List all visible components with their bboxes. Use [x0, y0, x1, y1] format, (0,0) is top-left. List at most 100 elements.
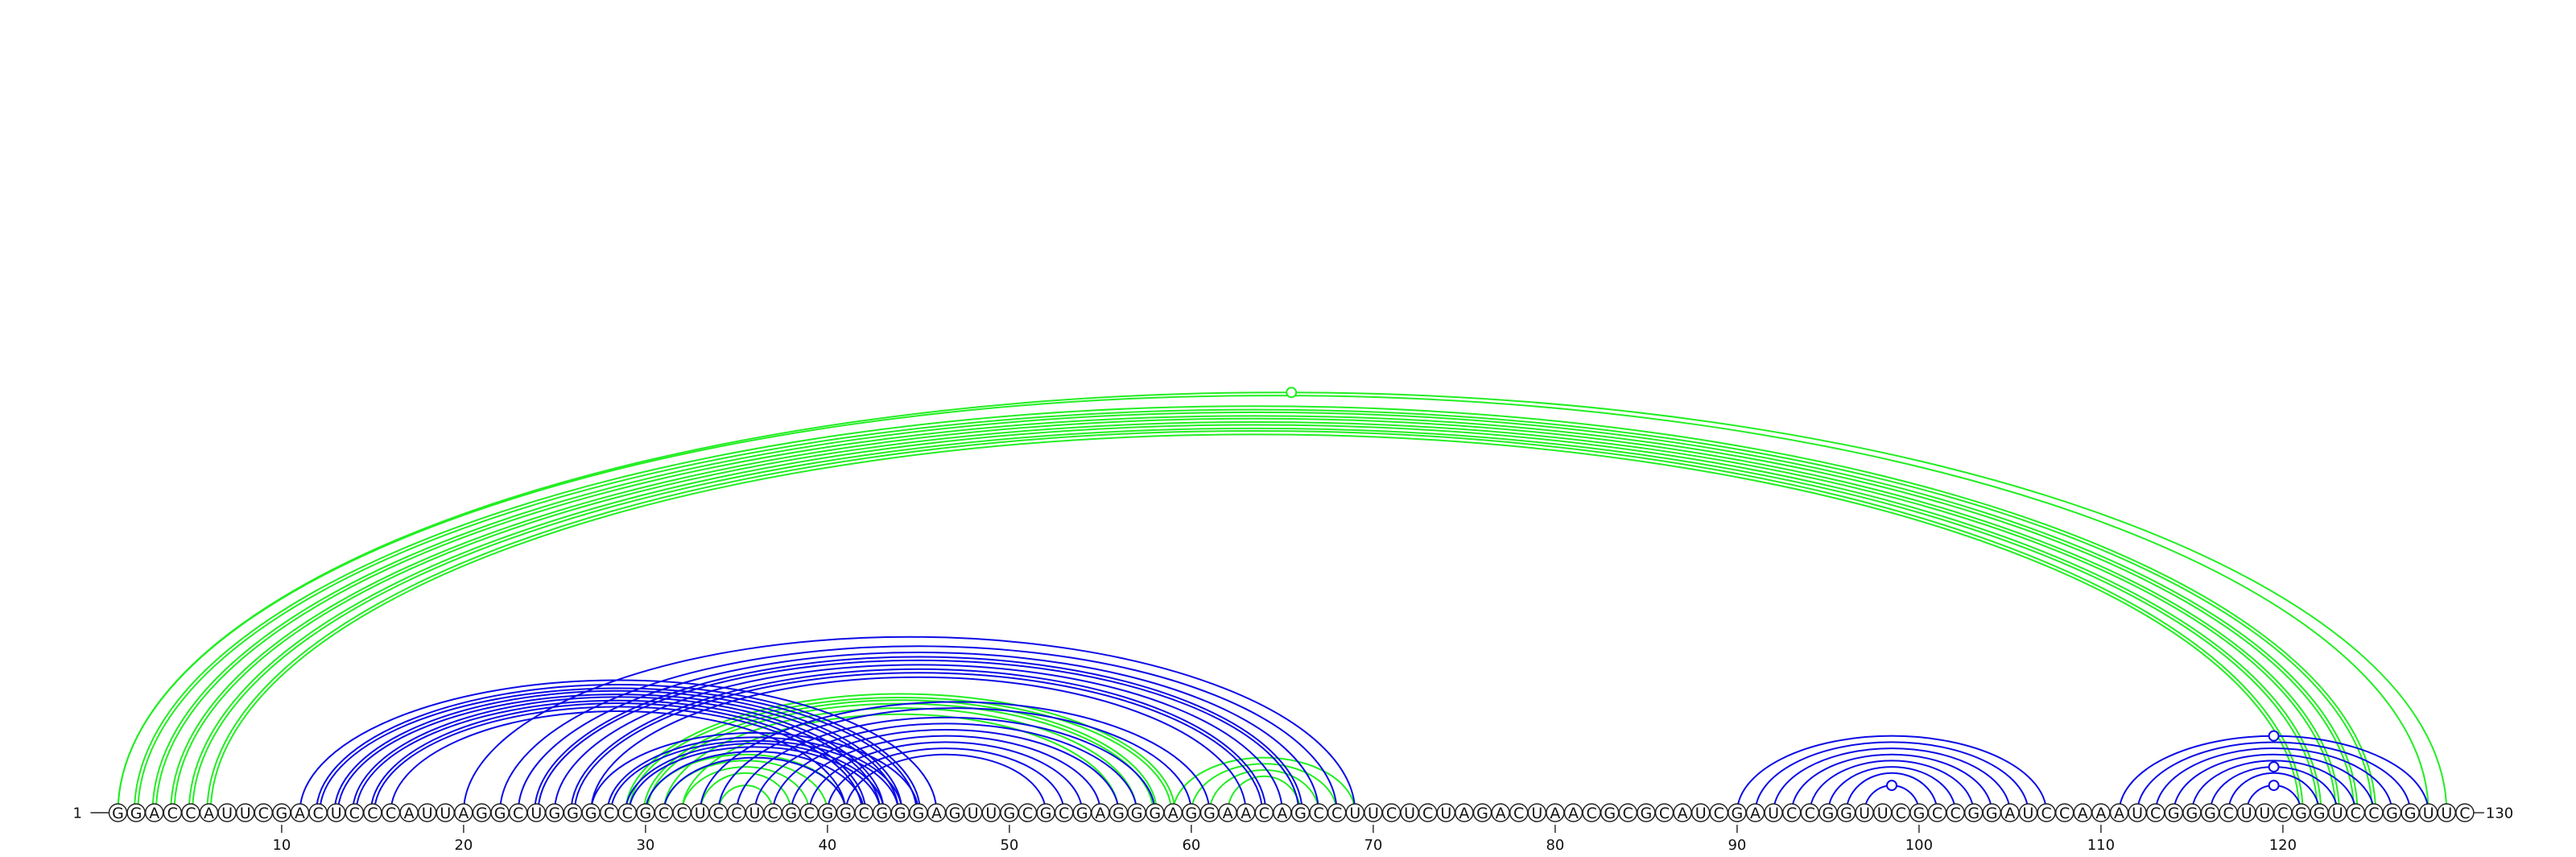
- green-base-pair-arc: [151, 411, 2359, 814]
- nucleotide-letter: A: [149, 805, 159, 822]
- nucleotide-letter: U: [1440, 805, 1451, 822]
- nucleotide: C: [617, 803, 638, 822]
- nucleotide-letter: C: [312, 805, 323, 822]
- green-base-pair-arc: [137, 408, 2373, 814]
- tick-label: 110: [2087, 837, 2115, 854]
- nucleotide: G: [1600, 803, 1620, 822]
- tick-label: 100: [1905, 837, 1933, 854]
- nucleotide: A: [2091, 803, 2111, 822]
- nucleotide: G: [1072, 803, 1092, 822]
- nucleotide-letter: C: [1331, 805, 1342, 822]
- arc-marker-circle: [2268, 780, 2280, 792]
- nucleotide: G: [581, 803, 601, 822]
- sequence-backbone: 1 130: [73, 805, 2514, 822]
- nucleotide-letter: C: [804, 805, 815, 822]
- nucleotide: G: [1818, 803, 1838, 822]
- nucleotide-letter: U: [2423, 805, 2434, 822]
- nucleotide-letter: U: [2023, 805, 2034, 822]
- nucleotide-letter: A: [2114, 805, 2124, 822]
- nucleotide: C: [1309, 803, 1328, 822]
- nucleotide-letter: G: [1641, 805, 1653, 822]
- nucleotide-letter: C: [658, 805, 669, 822]
- nucleotide-letter: U: [695, 805, 706, 822]
- nucleotide-letter: G: [2295, 805, 2307, 822]
- nucleotide-letter: C: [1386, 805, 1397, 822]
- nucleotide-letter: U: [968, 805, 979, 822]
- nucleotide: G: [1290, 803, 1311, 822]
- blue-base-pair-arc: [1773, 747, 2011, 814]
- nucleotide: A: [1273, 803, 1292, 822]
- nucleotide-letter: C: [513, 805, 523, 822]
- nucleotide: C: [2364, 803, 2384, 822]
- nucleotide-letter: C: [1932, 805, 1942, 822]
- nucleotide-letter: C: [1513, 805, 1524, 822]
- nucleotide: C: [1054, 803, 1074, 822]
- nucleotide: U: [1364, 803, 1383, 822]
- nucleotide: U: [2236, 803, 2256, 822]
- green-base-pair-arc: [117, 395, 2429, 814]
- nucleotide-letter: G: [1076, 805, 1088, 822]
- nucleotide-letter: U: [2132, 805, 2143, 822]
- blue-base-pair-arc: [553, 664, 1283, 814]
- nucleotide-letter: C: [1786, 805, 1797, 822]
- nucleotide: C: [2455, 803, 2475, 822]
- nucleotide-letter: G: [1732, 805, 1744, 822]
- green-base-pair-arc: [173, 421, 2337, 814]
- nucleotide: G: [126, 803, 146, 822]
- nucleotide: G: [272, 803, 291, 822]
- nucleotide: C: [2346, 803, 2366, 822]
- arc-marker-circle: [2268, 761, 2280, 773]
- nucleotide-letter: G: [822, 805, 834, 822]
- blue-base-pair-arc: [315, 684, 922, 814]
- nucleotide-letter: G: [1986, 805, 1998, 822]
- nucleotide: C: [2219, 803, 2238, 822]
- nucleotide: G: [1836, 803, 1856, 822]
- nucleotide-letter: C: [2459, 805, 2470, 822]
- nucleotide-letter: U: [240, 805, 251, 822]
- nucleotide: G: [818, 803, 837, 822]
- tick-label: 20: [454, 837, 473, 854]
- nucleotide: C: [2273, 803, 2293, 822]
- nucleotide-letter: A: [1241, 805, 1251, 822]
- nucleotide: C: [599, 803, 619, 822]
- tick-label: 70: [1364, 837, 1382, 854]
- nucleotide-letter: C: [367, 805, 378, 822]
- nucleotide-letter: G: [2186, 805, 2198, 822]
- green-base-pair-arc: [117, 391, 2448, 814]
- green-base-pair-arc: [699, 772, 792, 814]
- nucleotide: U: [2018, 803, 2038, 822]
- blue-base-pair-arc: [1845, 772, 1938, 814]
- nucleotide-letter: G: [1131, 805, 1143, 822]
- blue-base-pair-arc: [790, 735, 1101, 814]
- nucleotide: U: [235, 803, 255, 822]
- nucleotide: G: [1909, 803, 1929, 822]
- position-ticks: 10 20 30 40 50 60 70 80 90 100 110 120: [272, 825, 2297, 854]
- blue-base-pair-arc: [753, 722, 1138, 814]
- nucleotide: C: [654, 803, 674, 822]
- nucleotide-letter: G: [1967, 805, 1979, 822]
- blue-base-pair-arc: [590, 731, 919, 814]
- nucleotide: A: [2000, 803, 2020, 822]
- blue-base-pair-arc: [808, 741, 1084, 814]
- blue-base-pair-arc: [644, 750, 865, 814]
- blue-base-pair-arc: [462, 636, 1356, 814]
- nucleotide: U: [436, 803, 456, 822]
- nucleotide-letter: U: [331, 805, 342, 822]
- nucleotide-letter: G: [1840, 805, 1852, 822]
- nucleotide-letter: U: [530, 805, 542, 822]
- green-base-pair-arc: [192, 427, 2318, 814]
- nucleotide: C: [1709, 803, 1729, 822]
- nucleotide: C: [708, 803, 729, 822]
- blue-base-pair-arc: [590, 676, 1247, 814]
- nucleotide-letter: C: [2351, 805, 2361, 822]
- nucleotide-letter: C: [2277, 805, 2288, 822]
- nucleotide-letter: U: [1768, 805, 1779, 822]
- nucleotide-letter: G: [1476, 805, 1488, 822]
- nucleotide: U: [2327, 803, 2347, 822]
- tick-label: 50: [1000, 837, 1018, 854]
- nucleotide: C: [2145, 803, 2165, 822]
- nucleotide: G: [1472, 803, 1492, 822]
- nucleotide-letter: A: [404, 805, 415, 822]
- nucleotide-letter: C: [167, 805, 178, 822]
